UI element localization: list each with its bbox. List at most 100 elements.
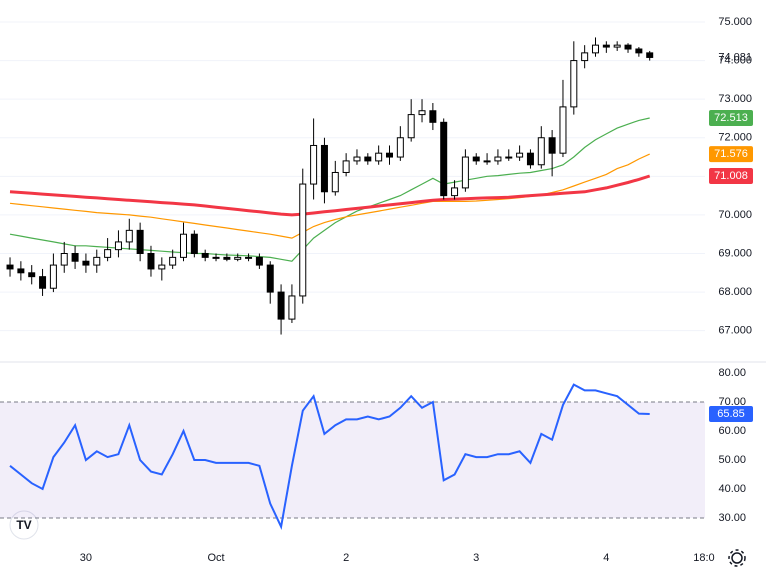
candle-body [385,152,393,158]
candle-body [613,44,621,48]
last-value-badge [709,168,753,185]
y-tick-label: 74.000 [718,54,752,66]
candle [158,257,166,281]
candle [169,249,177,269]
y-tick-label: 50.00 [718,454,746,466]
candle [93,249,101,273]
y-tick-label: 30.00 [718,512,746,524]
candle-body [245,256,253,259]
candle [49,253,57,293]
candle-body [104,249,112,258]
candle [6,257,14,277]
x-tick-label: 4 [603,552,609,564]
candle-body [266,264,274,293]
candle-body [17,268,25,274]
candle [190,230,198,258]
candle-body [548,137,556,154]
line-series [9,174,651,217]
candle [82,253,90,273]
candle [526,149,534,169]
candle [396,126,404,161]
x-tick-label: 3 [473,552,479,564]
candle-body [407,114,415,139]
candle-body [375,152,383,162]
candle [17,261,25,281]
candle [39,268,47,296]
candle-body [451,187,459,197]
candle-body [158,264,166,270]
candle-body [483,160,491,163]
candle-body [125,229,133,243]
y-tick-label: 70.000 [718,209,752,221]
candle-body [472,156,480,162]
last-value-label: 71.576 [714,148,748,160]
candle-body [440,121,448,197]
candle [277,284,285,335]
candle-body [516,152,524,158]
candle-body [537,137,545,166]
candle-body [461,156,469,189]
candle-body [190,233,198,255]
candle [331,160,339,196]
candle [299,168,307,304]
candle [613,41,621,51]
y-tick-label: 60.00 [718,425,746,437]
last-value-label: 72.513 [714,112,748,124]
candle-body [526,152,534,166]
candle [624,43,632,53]
candle [537,126,545,169]
candle [288,284,296,323]
x-tick-label: 2 [343,552,349,564]
x-tick-label: 30 [80,552,92,564]
candle [461,149,469,192]
candle-body [255,256,263,266]
candle [28,265,36,285]
candle-body [288,295,296,320]
candle [418,99,426,123]
svg-text:TV: TV [16,518,31,532]
candle-body [114,241,122,251]
candle-body [223,256,231,260]
candle-body [234,256,242,260]
candle [320,137,328,204]
candle [342,153,350,177]
candle [234,253,242,262]
candle [581,45,589,69]
y-tick-label: 73.000 [718,93,752,105]
candle-body [364,156,372,162]
candle-body [310,144,318,185]
candle [223,253,231,262]
candle [505,149,513,161]
candle-body [581,52,589,62]
candle-body [342,160,350,173]
candle [429,103,437,131]
candle-body [559,106,567,154]
line-series [9,383,650,530]
candle-body [396,137,404,158]
candle [472,153,480,165]
x-tick-label: 18:0 [693,552,714,564]
y-tick-label: 69.000 [718,247,752,259]
candle [516,145,524,161]
candle [71,245,79,269]
candle [375,145,383,165]
candle-body [494,156,502,162]
candle [483,153,491,165]
y-tick-label: 40.00 [718,483,746,495]
candle [548,130,556,177]
candle [266,261,274,304]
candle [147,245,155,277]
candle-body [646,52,654,58]
candle-body [570,60,578,108]
candle [255,253,263,269]
candle-body [635,48,643,54]
candle [212,253,220,262]
candle-body [591,44,599,54]
settings-icon[interactable] [728,549,746,567]
candle-body [602,44,610,48]
candle [385,145,393,165]
candle [570,41,578,115]
candle-body [93,256,101,266]
